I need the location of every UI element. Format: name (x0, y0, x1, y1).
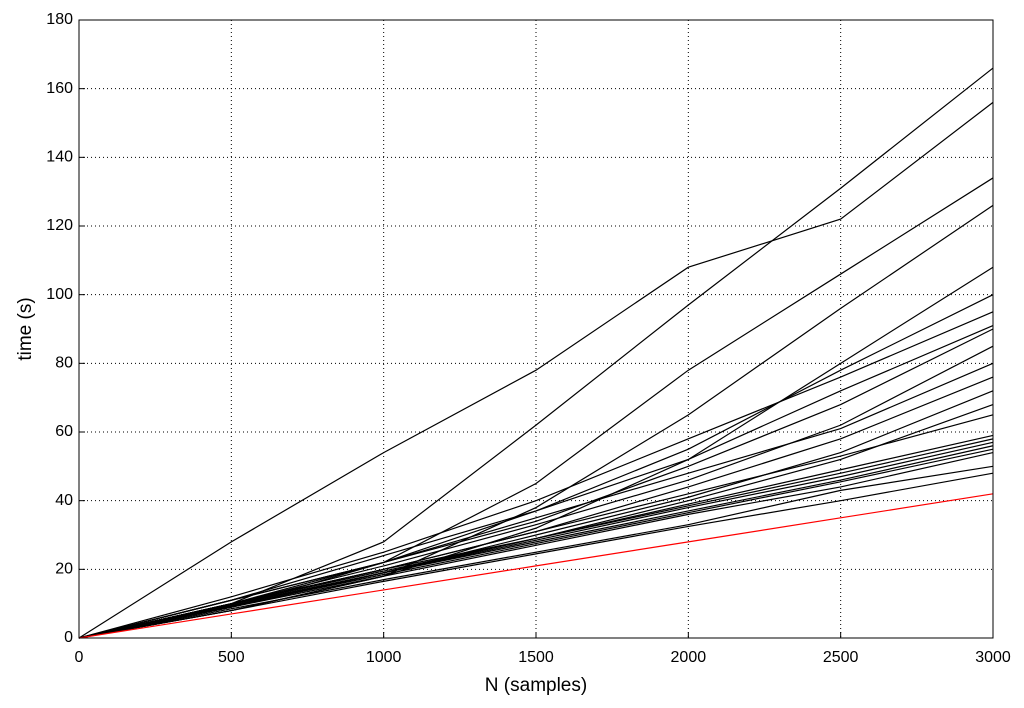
data-line (78, 445, 994, 639)
data-line (78, 311, 994, 639)
y-tick-label: 60 (55, 423, 73, 440)
data-line (78, 493, 994, 639)
data-line (78, 362, 994, 639)
data-line (78, 101, 994, 639)
x-axis-label: N (samples) (485, 675, 587, 696)
data-line (78, 465, 994, 639)
y-tick-label: 180 (46, 11, 73, 28)
x-tick-label: 0 (75, 649, 84, 666)
y-tick-label: 120 (46, 217, 73, 234)
data-line (78, 448, 994, 639)
data-line (78, 472, 994, 639)
data-line (78, 438, 994, 639)
y-tick-label: 40 (55, 492, 73, 509)
y-tick-label: 100 (46, 286, 73, 303)
x-tick-label: 3000 (975, 649, 1011, 666)
x-tick-label: 500 (218, 649, 245, 666)
x-tick-label: 1500 (518, 649, 554, 666)
data-line (78, 441, 994, 639)
y-tick-label: 80 (55, 355, 73, 372)
y-axis-label: time (s) (15, 297, 36, 360)
y-tick-label: 0 (64, 629, 73, 646)
y-tick-label: 20 (55, 561, 73, 578)
data-line (78, 452, 994, 639)
x-tick-label: 2500 (823, 649, 859, 666)
x-tick-label: 1000 (366, 649, 402, 666)
y-tick-label: 140 (46, 149, 73, 166)
x-tick-label: 2000 (671, 649, 707, 666)
plot-frame (78, 19, 994, 639)
y-tick-label: 160 (46, 80, 73, 97)
